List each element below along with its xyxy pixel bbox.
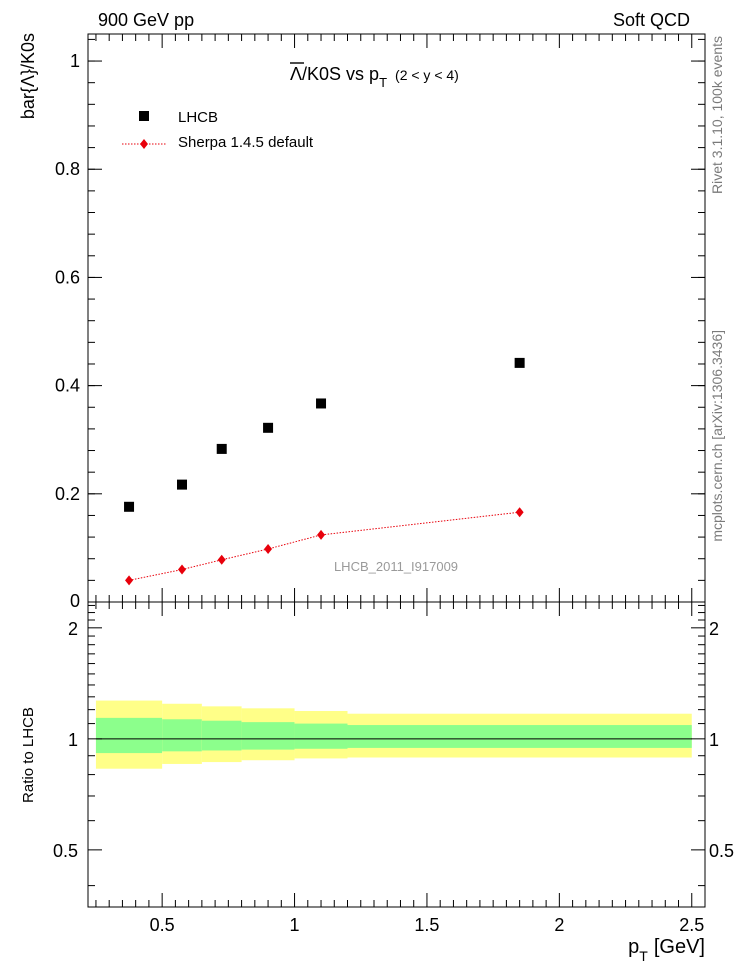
ratio-y-tick-label-right: 1	[709, 730, 719, 750]
ratio-y-tick-label: 2	[68, 619, 78, 639]
title-main: /K0S vs p	[302, 64, 379, 84]
x-tick-label: 1	[290, 915, 300, 935]
x-axis-label-sub: T	[639, 948, 648, 964]
main-y-tick-label: 1	[70, 51, 80, 71]
rivet-label: Rivet 3.1.10, 100k events	[709, 36, 725, 194]
lhcb-point	[263, 422, 274, 433]
legend-lhcb-marker	[139, 111, 149, 121]
ratio-y-tick-label: 0.5	[53, 841, 78, 861]
lhcb-point	[177, 479, 188, 490]
sherpa-point	[125, 575, 134, 586]
analysis-watermark: LHCB_2011_I917009	[334, 559, 458, 574]
chart-title: Λ/K0S vs pT (2 < y < 4)	[290, 64, 459, 90]
main-y-tick-label: 0.8	[55, 159, 80, 179]
ratio-inner-band	[162, 719, 202, 752]
title-condition: (2 < y < 4)	[395, 67, 459, 83]
x-axis-label: pT [GeV]	[628, 936, 705, 964]
ratio-x-ticks: 0.5 1 1.5 2 2.5	[95, 602, 706, 935]
ratio-y-axis-label: Ratio to LHCB	[20, 707, 37, 803]
sherpa-point	[515, 507, 524, 518]
ratio-y-ticks: 0.5 0.5 1 1 2 2	[53, 604, 734, 887]
ratio-inner-band	[241, 722, 295, 750]
legend-lhcb-label: LHCB	[178, 109, 218, 126]
main-series	[124, 357, 525, 586]
ratio-plot-frame	[87, 601, 706, 908]
title-lambda: Λ	[290, 64, 302, 84]
lhcb-point	[316, 398, 327, 409]
main-y-tick-label: 0.6	[55, 267, 80, 287]
ratio-y-tick-label-right: 0.5	[709, 841, 734, 861]
header-left-label: 900 GeV pp	[98, 10, 194, 30]
sherpa-point	[217, 554, 226, 565]
ratio-y-tick-label: 1	[68, 730, 78, 750]
main-y-tick-label: 0.4	[55, 376, 80, 396]
x-axis-label-p: p	[628, 936, 639, 958]
sherpa-point	[317, 529, 326, 540]
legend-sherpa-marker	[140, 139, 148, 149]
x-tick-label: 2	[554, 915, 564, 935]
main-y-tick-label: 0	[70, 591, 80, 611]
main-y-axis-label-text: bar{Λ}/K0s	[18, 33, 38, 119]
ratio-inner-band	[347, 725, 692, 748]
mcplots-label: mcplots.cern.ch [arXiv:1306.3436]	[709, 330, 725, 542]
sherpa-line	[128, 511, 520, 581]
ratio-inner-band	[95, 717, 163, 754]
main-y-ticks: 0 0.2 0.4 0.6 0.8 1	[55, 34, 706, 611]
legend-sherpa-label: Sherpa 1.4.5 default	[178, 134, 314, 151]
sherpa-point	[178, 564, 187, 575]
x-axis-label-unit: [GeV]	[654, 936, 705, 958]
main-y-tick-label: 0.2	[55, 484, 80, 504]
x-tick-label: 1.5	[414, 915, 439, 935]
ratio-y-tick-label-right: 2	[709, 619, 719, 639]
title-sub: T	[379, 75, 387, 90]
x-tick-label: 2.5	[679, 915, 704, 935]
x-tick-label: 0.5	[150, 915, 175, 935]
lhcb-point	[514, 357, 525, 368]
main-y-axis-label: bar{Λ}/K0s	[18, 33, 38, 119]
legend: LHCB Sherpa 1.4.5 default	[122, 109, 314, 151]
main-plot: 0 0.2 0.4 0.6 0.8 1 Λ/K0S vs pT (2 < y < 4) ba…	[18, 33, 706, 611]
sherpa-point	[264, 543, 273, 554]
ratio-inner-band	[294, 723, 348, 749]
header-right-label: Soft QCD	[613, 10, 690, 30]
ratio-bands	[95, 700, 692, 769]
lhcb-point	[124, 501, 135, 512]
lhcb-point	[216, 443, 227, 454]
ratio-plot: 0.5 0.5 1 1 2 2 0.5 1 1.5 2 2.5 Ratio to LHCB pT […	[20, 601, 734, 964]
ratio-inner-band	[201, 720, 242, 751]
